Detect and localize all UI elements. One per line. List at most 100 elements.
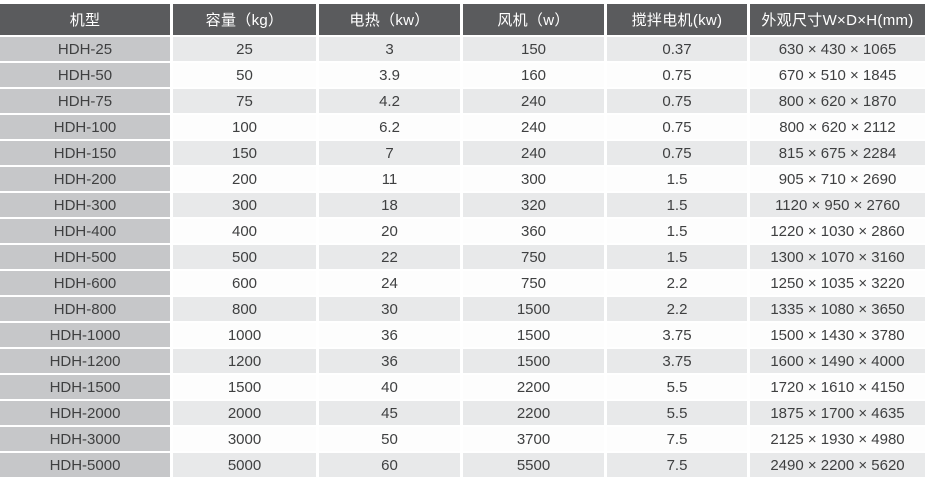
cell-model: HDH-1000 [0,323,170,347]
cell-model: HDH-3000 [0,427,170,451]
cell-dimensions: 630 × 430 × 1065 [750,37,925,61]
cell-fan: 240 [463,89,604,113]
column-header-fan: 风机（w） [463,4,604,35]
column-header-dimensions: 外观尺寸W×D×H(mm) [750,4,925,35]
cell-motor: 0.37 [607,37,747,61]
cell-capacity: 500 [173,245,316,269]
cell-motor: 5.5 [607,375,747,399]
cell-fan: 2200 [463,375,604,399]
cell-model: HDH-400 [0,219,170,243]
cell-capacity: 300 [173,193,316,217]
cell-fan: 3700 [463,427,604,451]
cell-dimensions: 1335 × 1080 × 3650 [750,297,925,321]
cell-fan: 2200 [463,401,604,425]
cell-motor: 3.75 [607,323,747,347]
cell-heating: 20 [319,219,460,243]
cell-fan: 240 [463,141,604,165]
cell-model: HDH-150 [0,141,170,165]
cell-model: HDH-50 [0,63,170,87]
cell-dimensions: 815 × 675 × 2284 [750,141,925,165]
cell-capacity: 400 [173,219,316,243]
cell-fan: 160 [463,63,604,87]
cell-fan: 5500 [463,453,604,477]
cell-dimensions: 1500 × 1430 × 3780 [750,323,925,347]
column-header-capacity: 容量（kg） [173,4,316,35]
cell-model: HDH-75 [0,89,170,113]
column-header-motor: 搅拌电机(kw) [607,4,747,35]
cell-dimensions: 1250 × 1035 × 3220 [750,271,925,295]
cell-heating: 22 [319,245,460,269]
cell-motor: 3.75 [607,349,747,373]
cell-heating: 3.9 [319,63,460,87]
cell-motor: 1.5 [607,245,747,269]
cell-capacity: 2000 [173,401,316,425]
cell-capacity: 50 [173,63,316,87]
cell-fan: 360 [463,219,604,243]
cell-model: HDH-2000 [0,401,170,425]
cell-motor: 5.5 [607,401,747,425]
cell-model: HDH-5000 [0,453,170,477]
spec-table: 机型 容量（kg） 电热（kw） 风机（w） 搅拌电机(kw) 外观尺寸W×D×… [0,4,925,477]
cell-model: HDH-100 [0,115,170,139]
cell-motor: 0.75 [607,63,747,87]
cell-motor: 7.5 [607,453,747,477]
cell-capacity: 1200 [173,349,316,373]
cell-model: HDH-800 [0,297,170,321]
cell-dimensions: 905 × 710 × 2690 [750,167,925,191]
cell-fan: 750 [463,245,604,269]
cell-fan: 1500 [463,297,604,321]
cell-fan: 1500 [463,349,604,373]
cell-dimensions: 670 × 510 × 1845 [750,63,925,87]
cell-heating: 7 [319,141,460,165]
cell-capacity: 150 [173,141,316,165]
cell-heating: 11 [319,167,460,191]
cell-model: HDH-600 [0,271,170,295]
cell-fan: 240 [463,115,604,139]
cell-model: HDH-1500 [0,375,170,399]
cell-motor: 1.5 [607,219,747,243]
cell-dimensions: 1300 × 1070 × 3160 [750,245,925,269]
cell-model: HDH-500 [0,245,170,269]
cell-heating: 60 [319,453,460,477]
cell-model: HDH-200 [0,167,170,191]
cell-fan: 150 [463,37,604,61]
cell-motor: 0.75 [607,89,747,113]
cell-capacity: 100 [173,115,316,139]
cell-capacity: 25 [173,37,316,61]
cell-motor: 1.5 [607,167,747,191]
cell-dimensions: 2125 × 1930 × 4980 [750,427,925,451]
cell-capacity: 5000 [173,453,316,477]
cell-dimensions: 1220 × 1030 × 2860 [750,219,925,243]
cell-capacity: 600 [173,271,316,295]
cell-dimensions: 800 × 620 × 2112 [750,115,925,139]
cell-dimensions: 1720 × 1610 × 4150 [750,375,925,399]
cell-capacity: 1000 [173,323,316,347]
cell-model: HDH-25 [0,37,170,61]
cell-dimensions: 1600 × 1490 × 4000 [750,349,925,373]
cell-dimensions: 2490 × 2200 × 5620 [750,453,925,477]
cell-heating: 6.2 [319,115,460,139]
cell-fan: 1500 [463,323,604,347]
cell-capacity: 1500 [173,375,316,399]
cell-heating: 4.2 [319,89,460,113]
cell-heating: 3 [319,37,460,61]
cell-dimensions: 1875 × 1700 × 4635 [750,401,925,425]
cell-motor: 0.75 [607,141,747,165]
cell-capacity: 3000 [173,427,316,451]
cell-heating: 18 [319,193,460,217]
cell-fan: 320 [463,193,604,217]
cell-heating: 36 [319,323,460,347]
cell-motor: 1.5 [607,193,747,217]
column-header-heating: 电热（kw） [319,4,460,35]
cell-capacity: 75 [173,89,316,113]
cell-motor: 2.2 [607,297,747,321]
cell-heating: 40 [319,375,460,399]
cell-heating: 24 [319,271,460,295]
cell-capacity: 800 [173,297,316,321]
cell-fan: 750 [463,271,604,295]
cell-heating: 50 [319,427,460,451]
cell-heating: 45 [319,401,460,425]
cell-motor: 7.5 [607,427,747,451]
cell-fan: 300 [463,167,604,191]
